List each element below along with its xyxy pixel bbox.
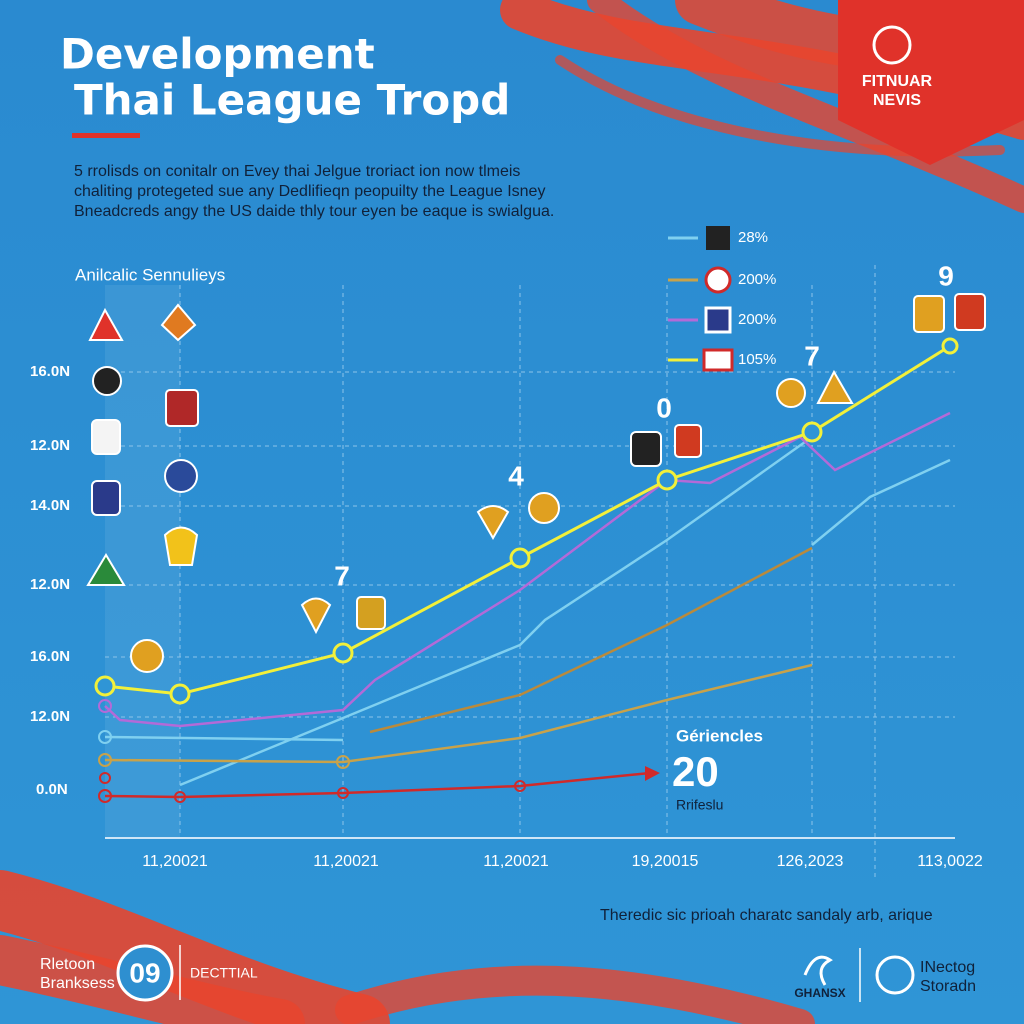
x-label: 113,0022 [917,853,983,870]
legend-label: 28% [738,229,768,246]
footer-logo [875,955,915,995]
y-label: 12.0N [30,576,70,593]
markers-low [98,699,526,803]
annotation: 9 [938,260,954,291]
footer-logo [803,955,833,986]
footer-text: Branksess [40,975,115,992]
x-label: 11,20021 [313,853,379,870]
legend-label: 200% [738,311,776,328]
markers [94,337,959,705]
arrow [645,766,660,781]
y-label: 12.0N [30,708,70,725]
x-label: 11,20021 [483,853,549,870]
crests [86,293,986,673]
badge-text: FITNUAR [862,73,933,90]
footer-badge [116,944,174,1002]
y-label: 0.0N [36,781,68,798]
callout-label: Gériencles [676,726,763,745]
footnote: Theredic sic prioah charatc sandaly arb,… [600,907,933,924]
x-label: 19,20015 [632,853,699,870]
annotation: 4 [508,460,524,491]
callout-sub: Rrifeslu [676,797,723,813]
footer-label: DECTTIAL [190,965,258,981]
paragraph: chaliting protegeted sue any Dedlifieqn … [74,183,545,200]
callout-number: 20 [672,748,719,795]
legend-swatches [668,226,734,372]
annotation: 7 [804,340,820,371]
y-label: 16.0N [30,648,70,665]
footer-brand: GHANSX [794,986,845,1000]
annotation: 7 [334,560,350,591]
y-label: 16.0N [30,363,70,380]
paragraph: Bneadcreds angy the US daide thly tour e… [74,203,554,220]
x-label: 11,20021 [142,853,208,870]
footer-text: Rletoon [40,956,95,973]
title-underline [72,133,140,138]
annotation: 0 [656,392,672,423]
legend-label: 200% [738,271,776,288]
footer-badge-text: 09 [129,957,160,988]
paragraph: 5 rrolisds on conitalr on Evey thai Jelg… [74,163,520,180]
footer-brand: INectog [920,959,975,976]
title: Development [60,30,375,79]
legend-label: 105% [738,351,776,368]
y-label: 12.0N [30,437,70,454]
x-label: 126,2023 [777,853,844,870]
axis-caption: Anilcalic Sennulieys [75,265,225,284]
title: Thai League Tropd [74,76,510,125]
badge-text: NEVIS [873,92,921,109]
badge [838,0,1024,165]
badge-icon [872,25,912,65]
y-label: 14.0N [30,497,70,514]
footer-brand: Storadn [920,978,976,995]
